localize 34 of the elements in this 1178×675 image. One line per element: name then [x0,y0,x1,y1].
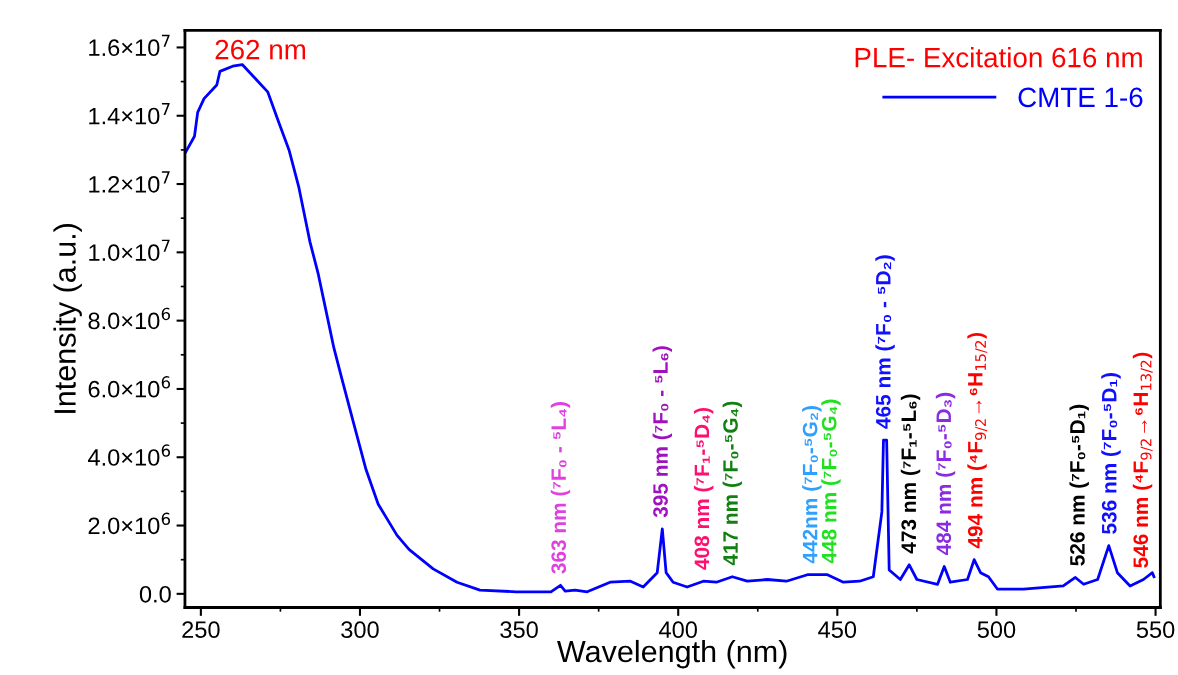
y-axis-title: Intensity (a.u.) [53,224,82,413]
x-tick-label: 250 [182,621,220,639]
y-tick-label: 1.6×10$^{7}$ [89,34,170,57]
annotation: 484 nm (⁷F₀-⁵D₃) [935,392,956,556]
annotation: 546 nm (⁴F$_{9/2}$→⁶H$_{13/2}$) [1132,352,1153,568]
x-tick-label: 500 [977,621,1016,639]
annotation: 465 nm (⁷F₀ - ⁵D₂) [875,255,895,429]
annotation: 408 nm (⁷F₁-⁵D₄) [693,408,714,570]
annotation: 473 nm (⁷F₁-⁵L₆) [900,394,921,554]
x-tick-label: 350 [500,621,538,639]
annotation: 395 nm (⁷F₀ - ⁵L₆) [652,346,673,518]
legend-title: PLE- Excitation 616 nm [855,47,1142,68]
annotation: 363 nm (⁷F₀ - ⁵L₄) [550,402,571,574]
annotation: 417 nm (⁷F₀-⁵G₄) [722,401,743,566]
y-tick-label: 2.0×10$^{6}$ [88,512,171,535]
y-tick-label: 0.0 [139,585,171,603]
legend-label: CMTE 1-6 [1018,87,1143,108]
annotation: 526 nm (⁷F₀-⁵D₁) [1069,404,1089,566]
y-tick-label: 8.0×10$^{6}$ [88,307,171,330]
annotation: 536 nm (⁷F₀-⁵D₁) [1101,373,1121,534]
x-tick-label: 400 [659,621,697,639]
y-tick-label: 1.0×10$^{7}$ [89,239,170,261]
x-tick-label: 450 [818,621,857,639]
x-axis-title: Wavelength (nm) [557,639,787,669]
y-tick-label: 1.4×10$^{7}$ [89,103,170,125]
y-tick-label: 1.2×10$^{7}$ [89,171,170,193]
annotation: 448 nm (⁷F₀-⁵G₄) [821,399,841,564]
annotation: 262 nm [215,39,306,60]
y-tick-label: 4.0×10$^{6}$ [88,444,171,466]
x-tick-label: 550 [1136,621,1175,639]
y-tick-label: 6.0×10$^{6}$ [88,376,171,398]
x-tick-label: 300 [341,621,379,639]
annotation: 494 nm (⁴F$_{9/2}$→⁶H$_{15/2}$) [967,332,988,549]
annotation: 442nm (⁷F₀-⁵G₂) [802,406,822,564]
